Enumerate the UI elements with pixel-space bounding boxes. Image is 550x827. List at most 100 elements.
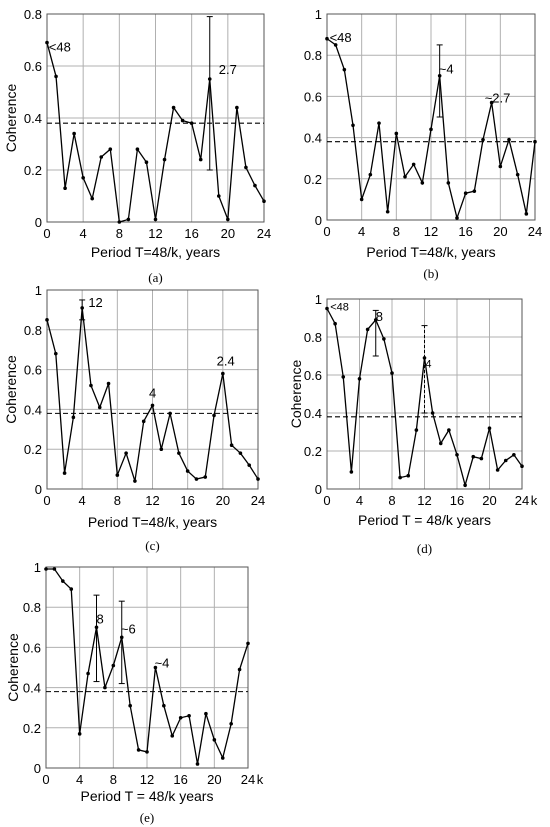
chart-d-ytick-label: 0.6	[304, 368, 322, 383]
chart-e-point	[162, 703, 166, 708]
chart-e-xtick-label: 12	[140, 772, 154, 787]
chart-e-point	[220, 756, 225, 760]
chart-b-ytick-label: 0.8	[304, 48, 322, 63]
chart-d-point	[406, 473, 411, 478]
chart-e-xlabel: Period T = 48/k years	[81, 788, 214, 804]
chart-a-point	[108, 147, 113, 151]
chart-c-annotation: 2.4	[217, 354, 235, 369]
chart-e-ytick-label: 1	[34, 560, 41, 575]
chart-b-point	[342, 67, 347, 72]
chart-c-point	[141, 419, 146, 424]
chart-c-panel-label: (c)	[145, 538, 159, 553]
chart-c-point	[177, 451, 181, 455]
chart-b-xtick-label: 8	[393, 224, 400, 239]
chart-a-ytick-label: 0.6	[24, 59, 42, 74]
chart-b-point	[455, 216, 459, 220]
chart-a-point	[180, 118, 185, 123]
chart-a-annotation: <48	[49, 40, 71, 55]
chart-e-point	[145, 750, 149, 754]
chart-b-point	[420, 181, 425, 185]
chart-a-annotation: 2.7	[219, 62, 237, 77]
chart-d-point	[438, 441, 443, 446]
chart-e-ytick-label: 0.8	[23, 600, 41, 615]
chart-a-ytick-label: 0.2	[24, 163, 42, 178]
chart-c-ytick-label: 0.4	[24, 402, 42, 417]
chart-d-xtick-label: 4	[356, 493, 363, 508]
chart-b-point	[377, 121, 381, 125]
chart-d-point	[503, 458, 508, 463]
chart-d-ylabel: Coherence	[288, 360, 304, 429]
chart-d-annotation: <48	[330, 301, 349, 313]
chart-b-xtick-label: 20	[493, 224, 507, 239]
chart-b-annotation: <48	[330, 30, 352, 45]
chart-d-panel-label: (d)	[417, 541, 432, 556]
chart-d-xtick-label: 16	[450, 493, 464, 508]
chart-d-ytick-label: 0.4	[304, 406, 322, 421]
chart-a-point	[162, 157, 167, 162]
chart-d-point	[447, 428, 451, 432]
chart-b-point	[411, 162, 416, 167]
chart-d-error-bar	[421, 325, 428, 414]
chart-a-xtick-label: 4	[80, 226, 87, 241]
chart-e-xtick-label: 8	[110, 772, 117, 787]
chart-a-xtick-label: 0	[43, 226, 50, 241]
chart-e-ylabel: Coherence	[5, 633, 21, 702]
chart-d-xtick-label: 24	[515, 493, 529, 508]
chart-b: 0 4 8 12 16 20 24 0 0.2 0.4 0.6 0.8 1 Period T=48/k, …	[304, 7, 542, 281]
chart-b-point	[463, 191, 468, 196]
chart-c-point	[229, 443, 234, 448]
chart-c-xtick-label: 20	[216, 493, 230, 508]
chart-c-point	[106, 381, 111, 386]
chart-c-point	[194, 477, 199, 481]
chart-b-point	[325, 36, 329, 41]
chart-a-frame	[46, 13, 265, 223]
chart-b-point	[507, 137, 511, 142]
chart-e-point	[103, 685, 107, 690]
chart-d-point	[455, 453, 459, 457]
chart-a-xtick-label: 20	[221, 226, 235, 241]
chart-b-xtick-label: 24	[528, 224, 542, 239]
chart-e-x-unit-label: k	[257, 772, 264, 787]
chart-c-annotation: 12	[88, 295, 102, 310]
chart-a-point	[198, 157, 203, 162]
chart-a-point	[153, 217, 158, 222]
chart-c-point	[185, 469, 190, 473]
chart-e-annotation: 8	[97, 611, 104, 626]
chart-b-point	[489, 100, 494, 105]
chart-c-point	[124, 451, 128, 455]
chart-e-point	[212, 738, 217, 742]
chart-b-xtick-label: 4	[358, 224, 365, 239]
chart-d-point	[382, 337, 386, 341]
chart-c-xtick-label: 0	[43, 493, 50, 508]
chart-e-point	[44, 567, 48, 571]
chart-a-point	[126, 217, 131, 222]
chart-a-xtick-label: 16	[184, 226, 198, 241]
chart-d-ytick-label: 1	[315, 292, 322, 307]
chart-d-annotation: 8	[376, 309, 383, 324]
chart-a-point	[72, 131, 76, 136]
chart-c-ytick-label: 0.6	[24, 363, 42, 378]
chart-a-point	[262, 199, 266, 203]
chart-a: 0 4 8 12 16 20 24 0 0.2 0.4 0.6 0.8 Period T=48/k, y…	[3, 7, 271, 285]
chart-a-point	[117, 220, 122, 224]
chart-a-error-bar	[206, 16, 213, 171]
chart-c-point	[256, 477, 260, 481]
chart-c-ytick-label: 0.2	[24, 442, 42, 457]
chart-e-ytick-label: 0.6	[23, 640, 41, 655]
chart-b-point	[394, 131, 399, 136]
chart-e-point	[52, 567, 57, 571]
chart-a-point	[45, 40, 49, 45]
chart-d-point	[357, 377, 362, 381]
chart-e-xtick-label: 16	[173, 772, 187, 787]
chart-d-annotation: 4	[425, 358, 431, 370]
chart-e-point	[195, 762, 200, 766]
chart-c-annotation: 4	[149, 385, 156, 400]
chart-a-point	[253, 183, 257, 188]
chart-b-point	[368, 172, 373, 177]
chart-e-ytick-label: 0.4	[23, 681, 41, 696]
chart-c-point	[71, 415, 76, 420]
chart-a-ytick-label: 0	[35, 215, 42, 230]
chart-d-point	[349, 470, 354, 474]
chart-c: 0 4 8 12 16 20 24 0 0.2 0.4 0.6 0.8 1 Period T=48/k, …	[3, 283, 265, 553]
chart-a-xtick-label: 12	[148, 226, 162, 241]
